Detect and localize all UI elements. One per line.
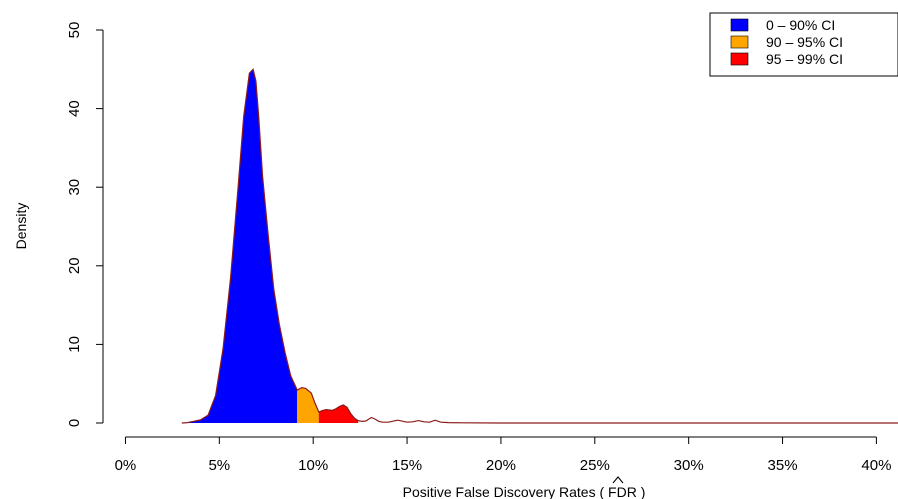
x-axis-title-hat-mark <box>612 476 624 484</box>
y-tick-label: 20 <box>66 257 83 274</box>
x-axis-title: Positive False Discovery Rates ( FDR ) <box>403 476 646 499</box>
ci-region-2 <box>297 387 319 423</box>
density-curve-layer <box>181 68 898 424</box>
ci-region-1 <box>187 69 298 424</box>
axes: 0% 5% 10% 15% 20% 25% 30% 35% 40% 0 10 20 30 40 50 <box>66 22 891 474</box>
ci-region-3 <box>318 404 359 423</box>
density-curve <box>181 68 898 424</box>
legend-swatch <box>730 35 749 49</box>
legend-label: 95 – 99% CI <box>766 51 843 67</box>
x-tick-label: 30% <box>674 457 704 474</box>
y-tick-label: 40 <box>66 100 83 117</box>
x-tick-label: 40% <box>861 457 891 474</box>
legend-label: 0 – 90% CI <box>766 17 835 33</box>
legend-swatch <box>730 52 749 66</box>
x-tick-label: 0% <box>115 457 137 474</box>
legend-label: 90 – 95% CI <box>766 34 843 50</box>
x-tick-label: 25% <box>580 457 610 474</box>
x-tick-label: 5% <box>208 457 230 474</box>
y-axis-title: Density <box>13 203 29 250</box>
svg-text:Positive False Discovery Rates: Positive False Discovery Rates ( FDR ) <box>403 484 646 499</box>
x-tick-label: 10% <box>298 457 328 474</box>
y-tick-label: 30 <box>66 179 83 196</box>
y-tick-label: 50 <box>66 22 83 39</box>
y-tick-label: 0 <box>66 419 83 427</box>
x-tick-label: 20% <box>486 457 516 474</box>
ci-fill-regions <box>187 69 359 424</box>
x-tick-label: 35% <box>768 457 798 474</box>
legend-swatch <box>730 18 749 32</box>
y-tick-label: 10 <box>66 336 83 353</box>
x-tick-label: 15% <box>392 457 422 474</box>
